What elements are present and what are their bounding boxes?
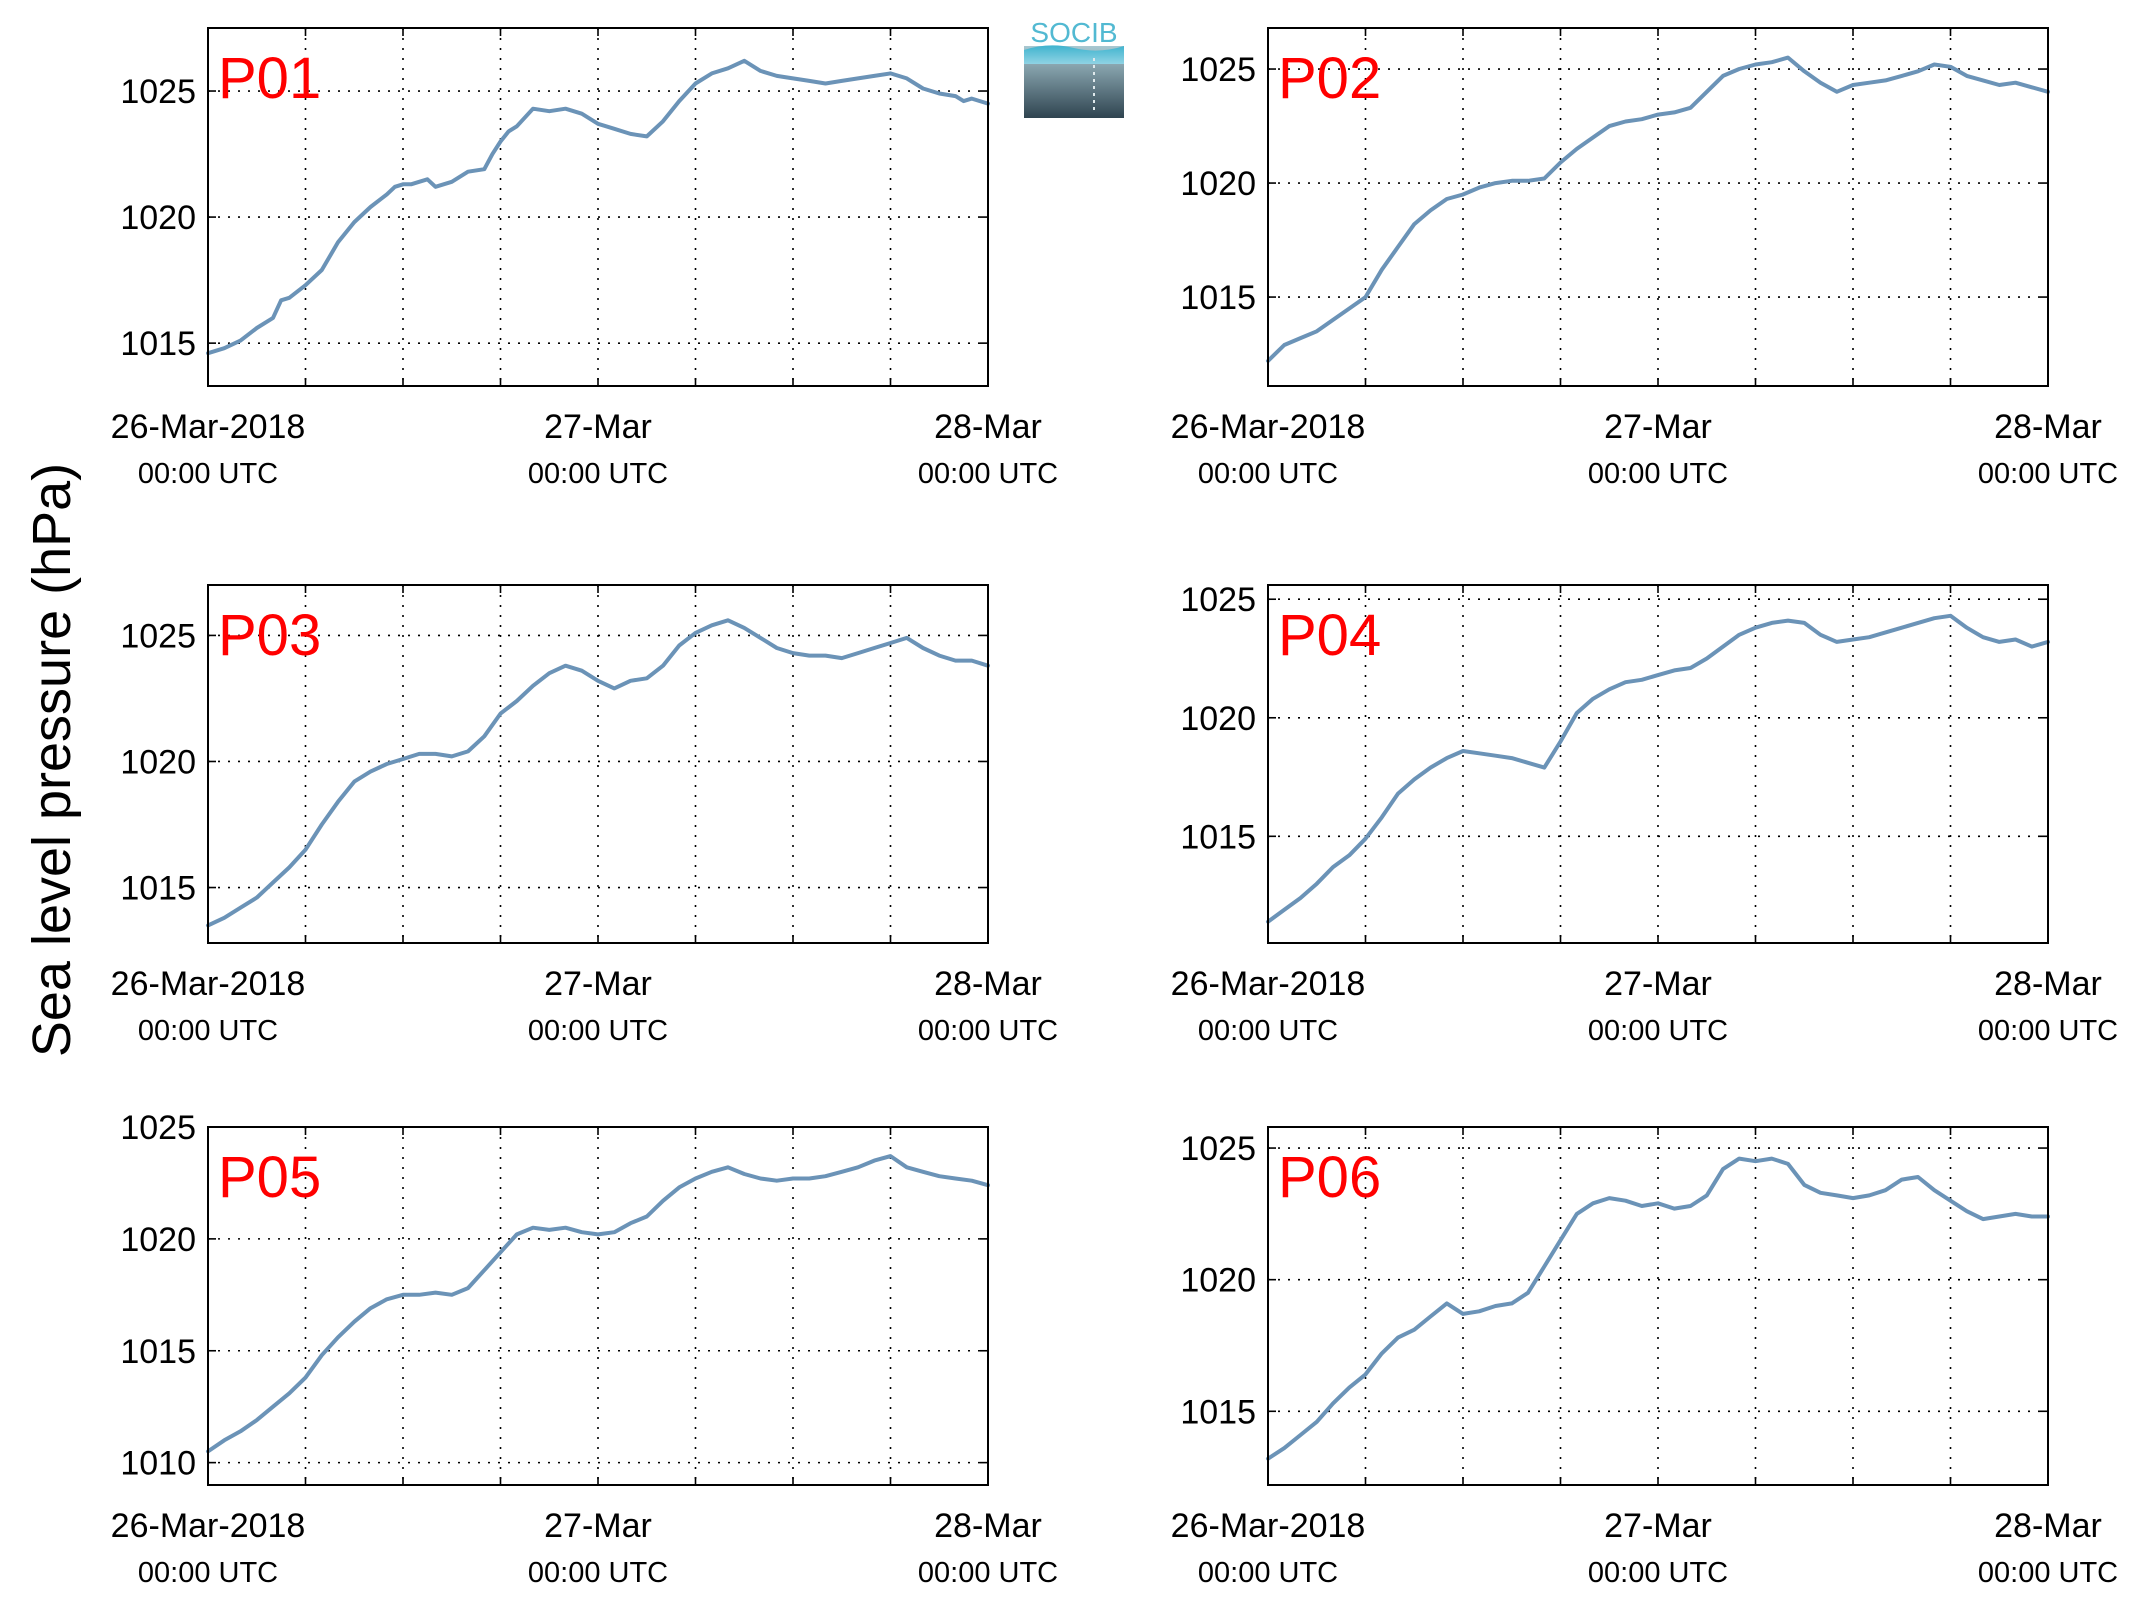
y-tick-label: 1015: [1180, 1393, 1256, 1431]
x-tick-label-time: 00:00 UTC: [918, 1557, 1058, 1589]
x-tick-label-date: 28-Mar: [1994, 1507, 2102, 1545]
x-tick-label-time: 00:00 UTC: [1978, 1557, 2118, 1589]
panel-label: P01: [218, 46, 321, 111]
x-tick-label-date: 27-Mar: [544, 408, 652, 446]
pressure-series-line: [206, 58, 990, 356]
pressure-series-line: [206, 618, 990, 928]
x-tick-label-date: 28-Mar: [934, 408, 1042, 446]
y-tick-label: 1015: [120, 325, 196, 363]
x-tick-label-time: 00:00 UTC: [1588, 458, 1728, 490]
x-tick-label-time: 00:00 UTC: [138, 458, 278, 490]
panel-p06: 1015 1020 1025 26-Mar-2018 00:00 UTC 27-Mar 00…: [1171, 1126, 2118, 1589]
x-tick-label-date: 26-Mar-2018: [1171, 965, 1366, 1003]
x-tick-label-date: 26-Mar-2018: [1171, 408, 1366, 446]
y-axis-label: Sea level pressure (hPa): [22, 463, 82, 1057]
x-tick-label-time: 00:00 UTC: [1588, 1557, 1728, 1589]
y-tick-label: 1025: [1180, 1130, 1256, 1168]
axes-frame: [1267, 1126, 2049, 1486]
x-tick-label-date: 26-Mar-2018: [111, 965, 306, 1003]
y-tick-label: 1020: [1180, 1262, 1256, 1300]
x-tick-label-date: 28-Mar: [1994, 408, 2102, 446]
y-tick-label: 1020: [1180, 700, 1256, 738]
pressure-series-line: [1266, 1156, 2050, 1461]
y-tick-label: 1020: [120, 743, 196, 781]
x-tick-label-time: 00:00 UTC: [1198, 1557, 1338, 1589]
y-tick-label: 1025: [1180, 581, 1256, 619]
y-tick-label: 1025: [1180, 51, 1256, 89]
plot-area: [208, 1127, 988, 1485]
x-tick-label-time: 00:00 UTC: [138, 1557, 278, 1589]
panel-label: P05: [218, 1145, 321, 1210]
axes-frame: [207, 584, 989, 944]
plot-area: [208, 585, 988, 943]
panel-p04: 1015 1020 1025 26-Mar-2018 00:00 UTC 27-Mar 00…: [1171, 581, 2118, 1047]
y-tick-label: 1015: [120, 870, 196, 908]
axes-frame: [207, 27, 989, 387]
x-tick-label-time: 00:00 UTC: [528, 458, 668, 490]
x-tick-label-date: 26-Mar-2018: [111, 1507, 306, 1545]
y-tick-label: 1010: [120, 1445, 196, 1483]
x-tick-label-time: 00:00 UTC: [1588, 1015, 1728, 1047]
y-tick-label: 1015: [120, 1333, 196, 1371]
socib-logo: SOCIB: [1024, 17, 1124, 118]
panel-p02: 1015 1020 1025 26-Mar-2018 00:00 UTC 27-Mar 00…: [1171, 27, 2118, 490]
plot-area: [1268, 585, 2048, 943]
x-tick-label-time: 00:00 UTC: [528, 1557, 668, 1589]
x-tick-label-time: 00:00 UTC: [138, 1015, 278, 1047]
panel-label: P02: [1278, 46, 1381, 111]
x-tick-label-date: 27-Mar: [1604, 965, 1712, 1003]
pressure-series-line: [1266, 55, 2050, 363]
x-tick-label-date: 28-Mar: [1994, 965, 2102, 1003]
x-tick-label-time: 00:00 UTC: [918, 458, 1058, 490]
x-tick-label-date: 26-Mar-2018: [1171, 1507, 1366, 1545]
axes-frame: [1267, 584, 2049, 944]
panel-p05: 1010 1015 1020 1025 26-Mar-2018 00:00 UTC 27-M…: [111, 1109, 1058, 1589]
axes-frame: [207, 1126, 989, 1486]
x-tick-label-date: 27-Mar: [544, 1507, 652, 1545]
socib-logo-text: SOCIB: [1030, 17, 1117, 48]
plot-area: [1268, 28, 2048, 386]
axes-frame: [1267, 27, 2049, 387]
y-tick-label: 1020: [1180, 165, 1256, 203]
x-tick-label-time: 00:00 UTC: [1198, 458, 1338, 490]
x-tick-label-date: 27-Mar: [1604, 1507, 1712, 1545]
x-tick-label-date: 27-Mar: [1604, 408, 1712, 446]
plot-area: [208, 28, 988, 386]
y-tick-label: 1015: [1180, 279, 1256, 317]
panel-label: P06: [1278, 1145, 1381, 1210]
x-tick-label-date: 26-Mar-2018: [111, 408, 306, 446]
y-tick-label: 1015: [1180, 818, 1256, 856]
y-tick-label: 1020: [120, 199, 196, 237]
panel-p01: 1015 1020 1025 26-Mar-2018 00:00 UTC 27-Mar 00…: [111, 27, 1058, 490]
pressure-series-line: [1266, 613, 2050, 924]
x-tick-label-date: 27-Mar: [544, 965, 652, 1003]
x-tick-label-date: 28-Mar: [934, 965, 1042, 1003]
panel-p03: 1015 1020 1025 26-Mar-2018 00:00 UTC 27-Mar 00…: [111, 584, 1058, 1047]
x-tick-label-time: 00:00 UTC: [918, 1015, 1058, 1047]
x-tick-label-date: 28-Mar: [934, 1507, 1042, 1545]
panel-label: P03: [218, 603, 321, 668]
x-tick-label-time: 00:00 UTC: [1978, 458, 2118, 490]
x-tick-label-time: 00:00 UTC: [1978, 1015, 2118, 1047]
x-tick-label-time: 00:00 UTC: [528, 1015, 668, 1047]
plot-area: [1268, 1127, 2048, 1485]
panel-label: P04: [1278, 603, 1381, 668]
y-tick-label: 1025: [120, 1109, 196, 1147]
y-tick-label: 1025: [120, 617, 196, 655]
y-tick-label: 1020: [120, 1221, 196, 1259]
y-tick-label: 1025: [120, 73, 196, 111]
x-tick-label-time: 00:00 UTC: [1198, 1015, 1338, 1047]
pressure-series-line: [206, 1154, 990, 1454]
